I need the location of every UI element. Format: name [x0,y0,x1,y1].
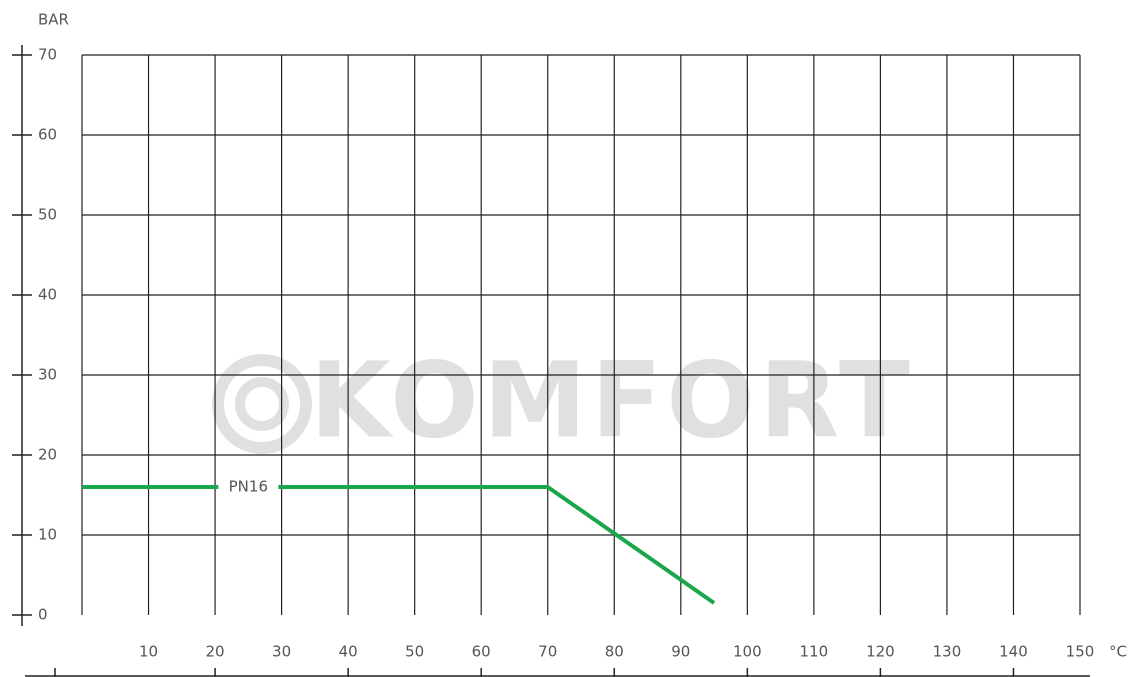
y-tick-label: 20 [38,446,57,464]
watermark-ring [235,377,289,431]
series-line [82,485,716,605]
watermark-group: KOMFORT [212,339,910,461]
x-tick-label: 120 [866,643,895,661]
y-tick-label: 60 [38,126,57,144]
label-background [218,477,279,497]
x-tick-label: 30 [272,643,291,661]
y-tick-label: 70 [38,46,57,64]
y-tick-label: 0 [38,606,48,624]
x-tick-label: 130 [933,643,962,661]
x-tick-label: 80 [605,643,624,661]
x-tick-label: 140 [999,643,1028,661]
watermark: KOMFORT [310,339,910,461]
y-axis-label: BAR [38,11,69,29]
series-label: PN16 [229,478,268,496]
y-tick-label: 50 [38,206,57,224]
x-tick-label: 100 [733,643,762,661]
y-tick-label: 40 [38,286,57,304]
x-tick-label: 50 [405,643,424,661]
watermark-ring [212,354,312,454]
y-tick-label: 10 [38,526,57,544]
y-tick-label: 30 [38,366,57,384]
x-tick-label: 90 [671,643,690,661]
x-axis-label: °C [1109,643,1127,661]
x-tick-label: 40 [339,643,358,661]
x-tick-label: 150 [1066,643,1095,661]
x-tick-label: 20 [206,643,225,661]
x-tick-label: 110 [800,643,829,661]
x-tick-label: 70 [538,643,557,661]
x-tick-label: 60 [472,643,491,661]
x-tick-label: 10 [139,643,158,661]
